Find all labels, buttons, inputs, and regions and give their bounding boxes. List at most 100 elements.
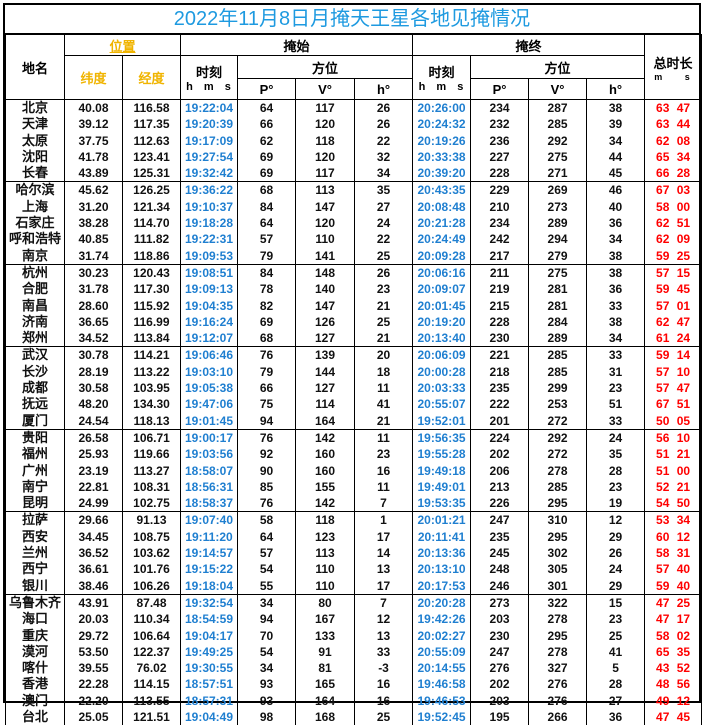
header-start: 掩始	[181, 35, 413, 56]
start-v-cell: 123	[296, 529, 355, 545]
start-v-cell: 118	[296, 512, 355, 529]
latitude-cell: 31.78	[65, 281, 123, 297]
start-v-cell: 118	[296, 133, 355, 149]
longitude-cell: 102.75	[123, 495, 181, 512]
start-h-cell: 25	[355, 709, 413, 725]
start-p-cell: 76	[238, 347, 296, 364]
start-h-cell: 16	[355, 463, 413, 479]
start-v-cell: 164	[296, 693, 355, 709]
end-p-cell: 201	[471, 413, 529, 430]
header-end-time: 时刻 h m s	[413, 56, 471, 100]
header-place: 地名	[6, 35, 65, 100]
end-p-cell: 235	[471, 380, 529, 396]
place-cell: 贵阳	[6, 429, 65, 446]
start-time-cell: 19:22:31	[181, 231, 238, 247]
start-time-cell: 19:36:22	[181, 182, 238, 199]
start-p-cell: 54	[238, 644, 296, 660]
end-time-cell: 20:55:07	[413, 396, 471, 412]
start-time-cell: 18:58:07	[181, 463, 238, 479]
longitude-cell: 114.70	[123, 215, 181, 231]
end-time-cell: 19:56:35	[413, 429, 471, 446]
start-p-cell: 75	[238, 396, 296, 412]
duration-cell: 63 44	[645, 116, 702, 132]
end-p-cell: 235	[471, 529, 529, 545]
start-time-cell: 18:56:31	[181, 479, 238, 495]
start-h-cell: 32	[355, 149, 413, 165]
start-v-cell: 126	[296, 314, 355, 330]
end-v-cell: 295	[529, 529, 587, 545]
start-v-cell: 141	[296, 248, 355, 265]
start-p-cell: 58	[238, 512, 296, 529]
end-v-cell: 285	[529, 479, 587, 495]
occultation-table-sheet: 2022年11月8日月掩天王星各地见掩情况 地名 位置 掩始 掩终 总时长 m …	[3, 3, 701, 703]
duration-cell: 58 02	[645, 628, 702, 644]
duration-cell: 43 52	[645, 660, 702, 676]
end-v-cell: 285	[529, 116, 587, 132]
latitude-cell: 25.93	[65, 446, 123, 462]
start-time-cell: 19:04:17	[181, 628, 238, 644]
start-v-cell: 133	[296, 628, 355, 644]
place-cell: 郑州	[6, 330, 65, 347]
end-time-cell: 19:53:35	[413, 495, 471, 512]
longitude-cell: 117.30	[123, 281, 181, 297]
end-v-cell: 278	[529, 611, 587, 627]
start-h-cell: 27	[355, 199, 413, 215]
start-time-cell: 19:09:53	[181, 248, 238, 265]
start-v-cell: 120	[296, 215, 355, 231]
end-h-cell: 29	[587, 529, 645, 545]
duration-cell: 67 03	[645, 182, 702, 199]
end-time-cell: 20:01:45	[413, 298, 471, 314]
place-cell: 海口	[6, 611, 65, 627]
start-p-cell: 84	[238, 199, 296, 215]
header-position: 位置	[65, 35, 181, 56]
longitude-cell: 125.31	[123, 165, 181, 182]
place-cell: 呼和浩特	[6, 231, 65, 247]
end-h-cell: 15	[587, 594, 645, 611]
start-v-cell: 81	[296, 660, 355, 676]
start-h-cell: 21	[355, 330, 413, 347]
start-h-cell: -3	[355, 660, 413, 676]
place-cell: 太原	[6, 133, 65, 149]
longitude-cell: 108.31	[123, 479, 181, 495]
start-time-cell: 19:47:06	[181, 396, 238, 412]
start-h-cell: 25	[355, 314, 413, 330]
place-cell: 石家庄	[6, 215, 65, 231]
end-time-cell: 19:55:28	[413, 446, 471, 462]
end-time-cell: 20:55:09	[413, 644, 471, 660]
longitude-cell: 115.92	[123, 298, 181, 314]
longitude-cell: 114.21	[123, 347, 181, 364]
end-v-cell: 278	[529, 463, 587, 479]
longitude-cell: 116.99	[123, 314, 181, 330]
place-cell: 福州	[6, 446, 65, 462]
start-v-cell: 113	[296, 545, 355, 561]
occultation-table: 地名 位置 掩始 掩终 总时长 m s 纬度 经度 时刻 h m s 方位 时刻	[5, 34, 702, 725]
start-time-cell: 18:57:31	[181, 693, 238, 709]
start-p-cell: 68	[238, 182, 296, 199]
latitude-cell: 34.45	[65, 529, 123, 545]
end-time-cell: 19:46:58	[413, 676, 471, 692]
end-v-cell: 285	[529, 364, 587, 380]
end-h-cell: 34	[587, 330, 645, 347]
start-h-cell: 7	[355, 495, 413, 512]
duration-cell: 58 00	[645, 199, 702, 215]
start-time-cell: 19:12:07	[181, 330, 238, 347]
start-v-cell: 165	[296, 676, 355, 692]
end-time-cell: 20:09:28	[413, 248, 471, 265]
duration-cell: 67 51	[645, 396, 702, 412]
end-p-cell: 195	[471, 709, 529, 725]
longitude-cell: 118.86	[123, 248, 181, 265]
duration-cell: 47 25	[645, 594, 702, 611]
end-h-cell: 33	[587, 298, 645, 314]
longitude-cell: 106.64	[123, 628, 181, 644]
end-p-cell: 229	[471, 182, 529, 199]
duration-cell: 62 47	[645, 314, 702, 330]
end-p-cell: 247	[471, 512, 529, 529]
latitude-cell: 30.78	[65, 347, 123, 364]
